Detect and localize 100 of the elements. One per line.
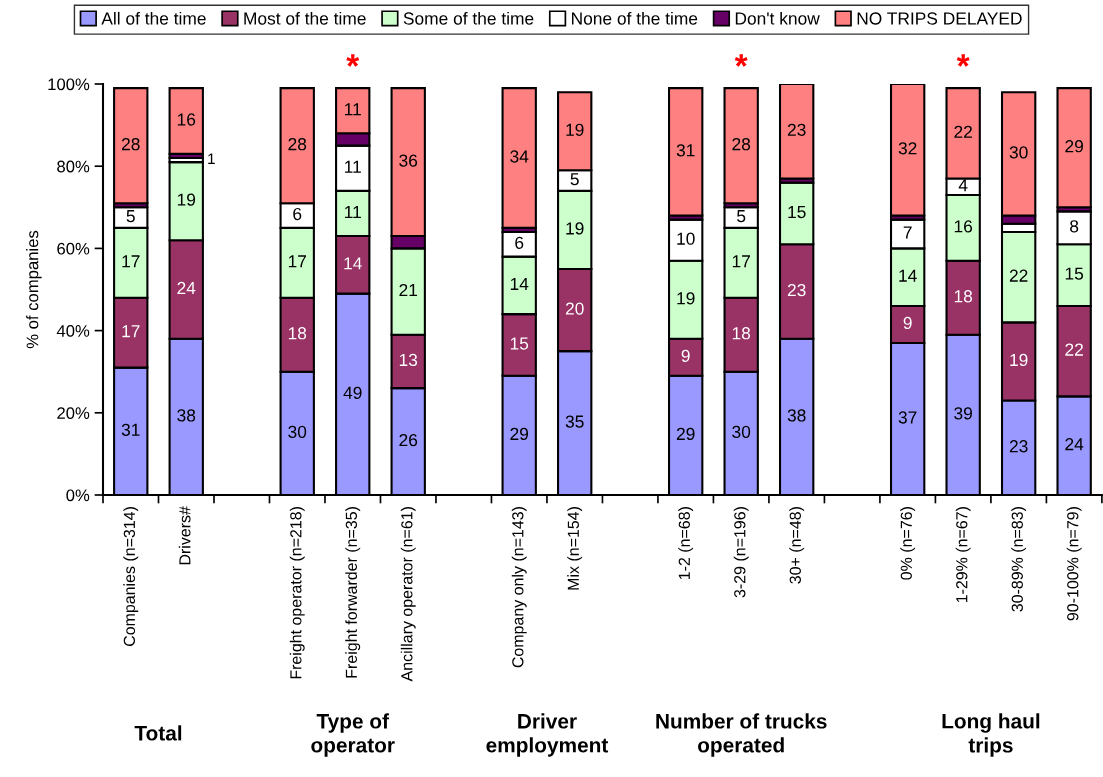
text: Number of trucks operated <box>656 713 827 757</box>
y-tick-label: 100% <box>48 78 90 91</box>
data-label: 18 <box>954 290 973 303</box>
data-label: 11 <box>345 103 361 116</box>
data-label: 17 <box>122 255 140 268</box>
data-label: 16 <box>177 113 196 126</box>
data-label: 32 <box>898 142 917 155</box>
data-label: 28 <box>121 138 140 151</box>
x-tick-label: 90-100% (n=79) <box>1066 507 1082 621</box>
text: Long haul trips <box>942 713 1040 757</box>
data-label: 36 <box>399 154 418 167</box>
legend-label: NO TRIPS DELAYED <box>857 12 1022 25</box>
data-label: 18 <box>732 327 751 340</box>
data-label: 34 <box>510 150 529 163</box>
data-label: 28 <box>732 138 751 151</box>
data-label: 37 <box>898 411 917 424</box>
data-label: 35 <box>565 415 584 428</box>
data-label: 6 <box>515 236 524 249</box>
x-tick-label: 3-29 (n=196) <box>733 507 749 598</box>
data-label: 9 <box>903 316 912 330</box>
legend-label: Some of the time <box>403 11 534 25</box>
data-label: 14 <box>344 257 362 270</box>
data-label: 5 <box>126 210 135 223</box>
bar <box>668 87 704 217</box>
data-label: 28 <box>288 138 307 151</box>
x-tick-label: Freight operator (n=218) <box>289 507 305 679</box>
annotation: * <box>346 54 360 67</box>
bar <box>113 87 149 205</box>
bar <box>889 84 926 217</box>
text: Total <box>134 725 182 741</box>
y-axis-title: % of companies <box>26 230 42 349</box>
data-label: 21 <box>399 283 418 297</box>
y-tick-label: 0% <box>66 489 90 502</box>
data-label: 19 <box>1010 353 1028 367</box>
data-label: 19 <box>177 193 196 206</box>
data-label: 8 <box>1070 220 1079 233</box>
data-label: 23 <box>787 283 806 297</box>
y-tick-label: 20% <box>57 407 90 419</box>
data-label: 7 <box>903 226 912 239</box>
x-tick-label: Company only (n=143) <box>511 507 527 668</box>
x-tick-label: 30+ (n=48) <box>789 507 805 584</box>
data-label: 19 <box>677 292 695 305</box>
data-label: 38 <box>177 409 196 422</box>
bar <box>723 87 759 205</box>
bar <box>1056 87 1092 209</box>
data-label: 11 <box>345 160 361 173</box>
data-label: 31 <box>676 144 695 157</box>
data-label: 15 <box>1065 267 1084 280</box>
y-tick-label: 40% <box>56 325 90 337</box>
legend-label: All of the time <box>101 11 206 25</box>
data-label: 17 <box>122 325 140 338</box>
text: Driver employment <box>486 713 609 757</box>
data-label: 19 <box>566 222 584 235</box>
data-label: 31 <box>121 423 140 436</box>
data-label: 9 <box>681 349 690 362</box>
data-label: 11 <box>345 206 361 218</box>
data-label: 24 <box>1065 438 1084 451</box>
data-label: 22 <box>1065 343 1083 356</box>
x-tick-label: Freight forwarder (n=35) <box>345 507 361 678</box>
data-label: 29 <box>510 427 529 441</box>
x-tick-label: Companies (n=314) <box>123 507 139 647</box>
data-label: 29 <box>676 427 695 441</box>
x-tick-label: Drivers# <box>178 506 191 565</box>
data-label: 13 <box>399 353 418 367</box>
bar <box>778 84 815 180</box>
data-label: 38 <box>787 409 806 422</box>
y-tick-label: 80% <box>57 160 90 173</box>
y-tick-label: 60% <box>57 242 90 255</box>
x-tick-label: 1-2 (n=68) <box>678 507 694 580</box>
data-label: 4 <box>958 179 968 192</box>
legend-label: Don't know <box>735 11 820 25</box>
text: Type of operator <box>311 713 395 757</box>
data-label: 15 <box>788 206 806 219</box>
data-label: 18 <box>288 327 307 340</box>
data-label: 30 <box>732 425 751 439</box>
data-label: 5 <box>570 173 579 186</box>
legend-label: Most of the time <box>244 11 366 25</box>
data-label: 20 <box>565 302 584 315</box>
data-label: 49 <box>343 386 362 399</box>
data-label: 17 <box>288 255 307 268</box>
data-label: 23 <box>1009 440 1028 453</box>
data-label: 15 <box>510 337 529 350</box>
data-label: 30 <box>288 425 307 439</box>
data-label: 6 <box>293 207 302 221</box>
data-label: 5 <box>737 210 746 223</box>
data-label: 24 <box>177 281 196 294</box>
annotation: * <box>956 54 970 67</box>
data-label: 22 <box>1009 269 1028 282</box>
data-label: 23 <box>787 123 806 136</box>
x-tick-label: Mix (n=154) <box>567 507 583 590</box>
data-label: 39 <box>954 407 972 420</box>
annotation: * <box>734 54 748 67</box>
data-label: 19 <box>566 123 584 136</box>
x-tick-label: Ancillary operator (n=61) <box>400 507 416 682</box>
data-label: 22 <box>954 125 972 138</box>
data-label: 17 <box>732 255 750 268</box>
x-tick-label: 0% (n=76) <box>900 507 916 580</box>
data-label: 16 <box>954 220 973 233</box>
legend-label: None of the time <box>572 11 698 25</box>
data-label: 1 <box>208 153 215 164</box>
